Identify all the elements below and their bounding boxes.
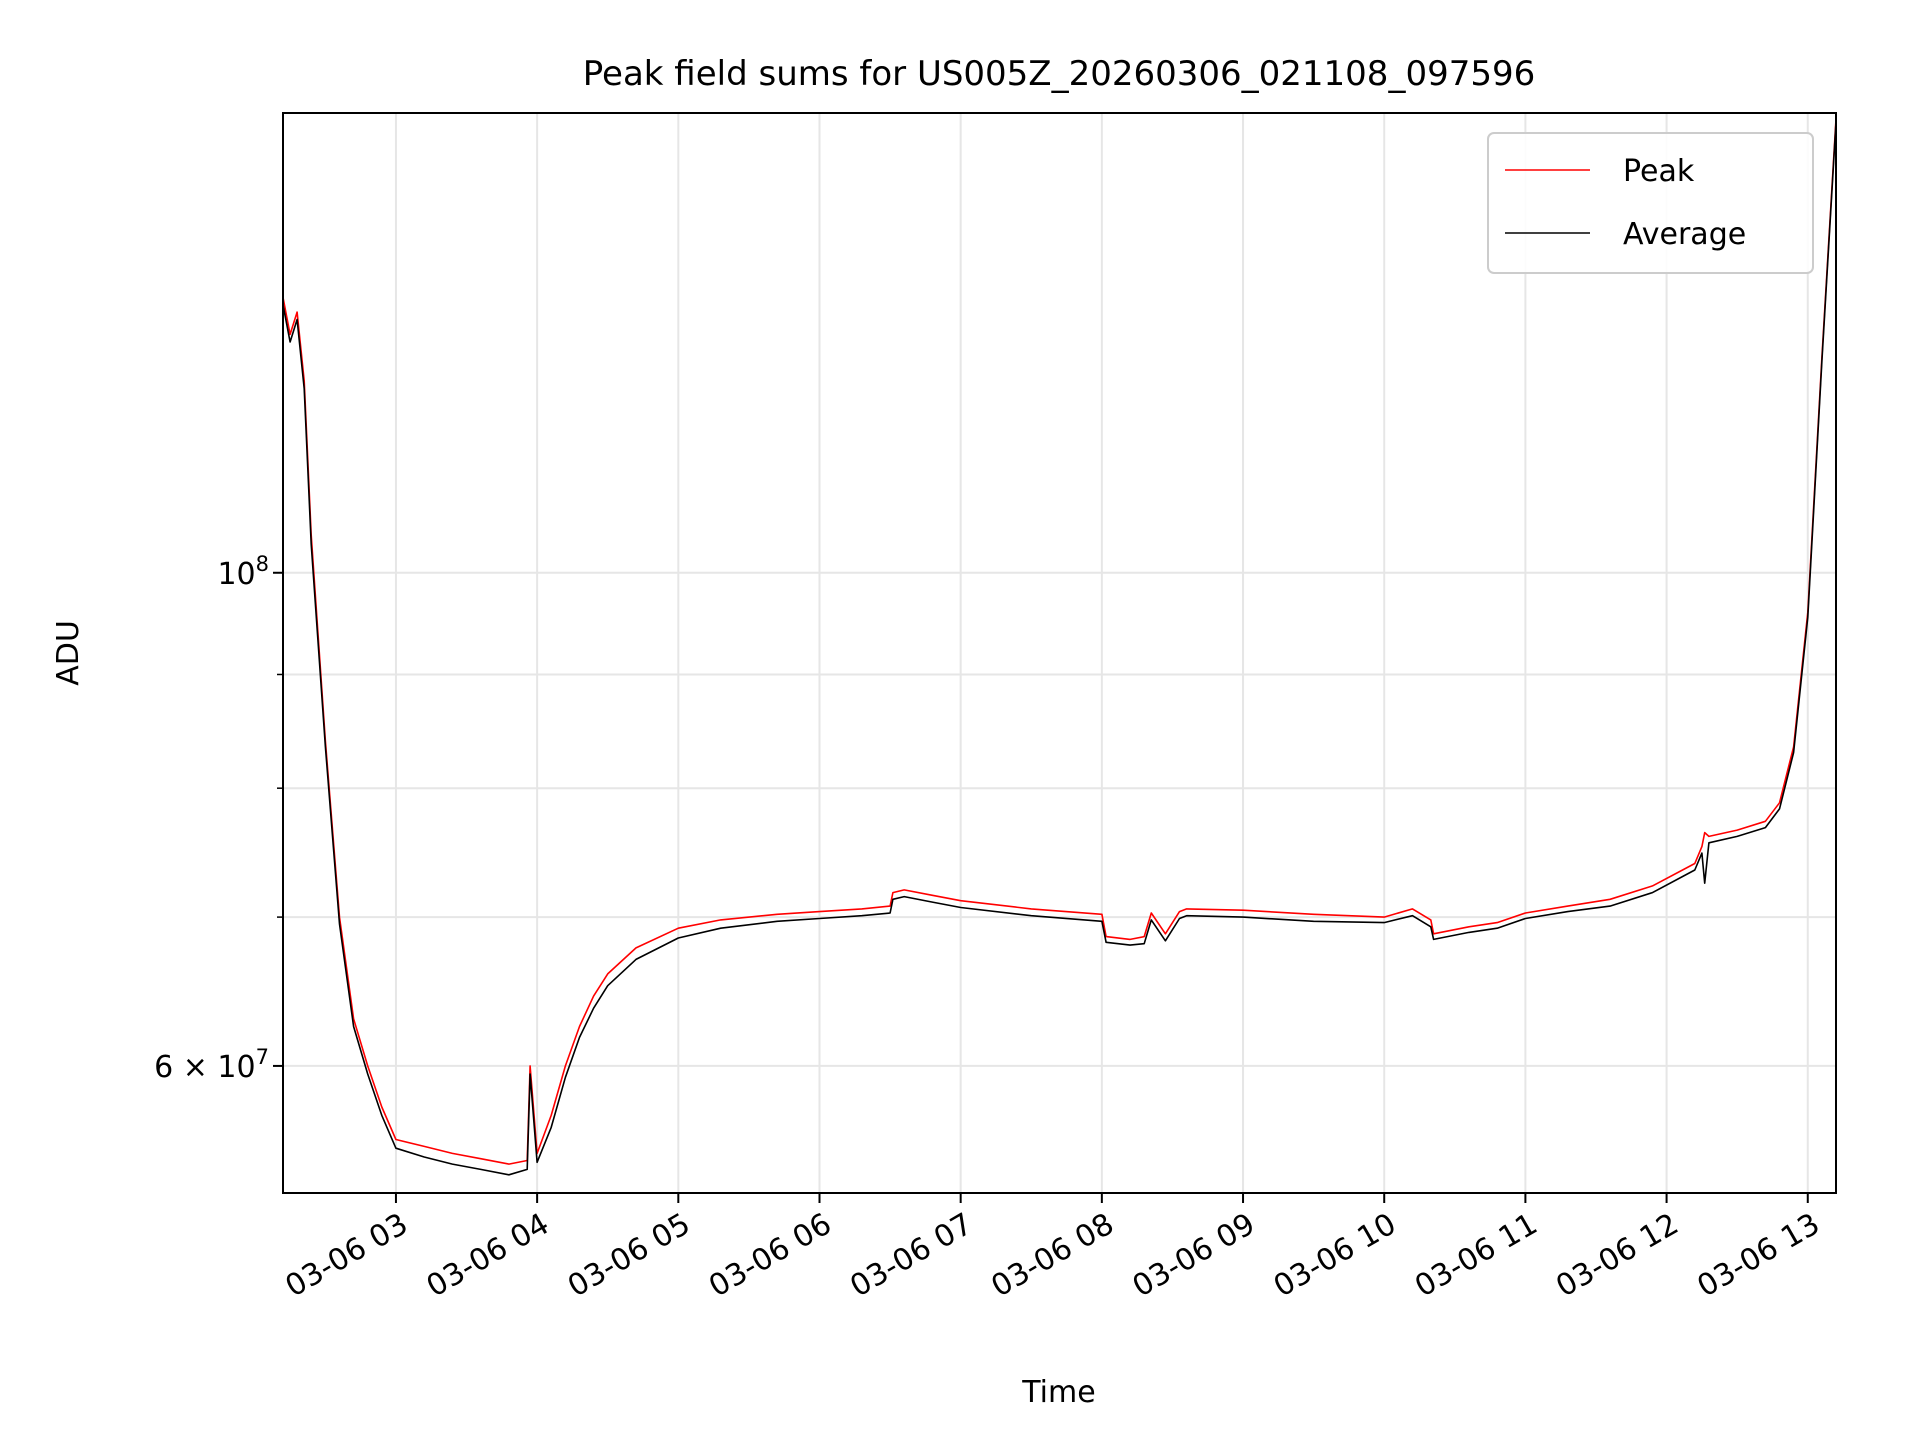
series-lines: [283, 118, 1836, 1176]
legend-box: [1487, 132, 1814, 274]
chart-title: Peak field sums for US005Z_20260306_0211…: [583, 54, 1535, 94]
series-line-average: [283, 121, 1836, 1176]
series-line-peak: [283, 118, 1836, 1165]
legend: Peak Average: [1487, 132, 1814, 274]
legend-peak-label: Peak: [1623, 154, 1695, 189]
grid-lines: [283, 113, 1836, 1193]
y-tick-label: 108: [217, 552, 269, 592]
plot-frame: [282, 112, 1837, 1194]
y-axis-label: ADU: [51, 620, 86, 686]
y-tick-label: 6 × 107: [154, 1045, 269, 1085]
x-axis-label: Time: [1021, 1375, 1095, 1410]
legend-average-label: Average: [1623, 217, 1746, 252]
